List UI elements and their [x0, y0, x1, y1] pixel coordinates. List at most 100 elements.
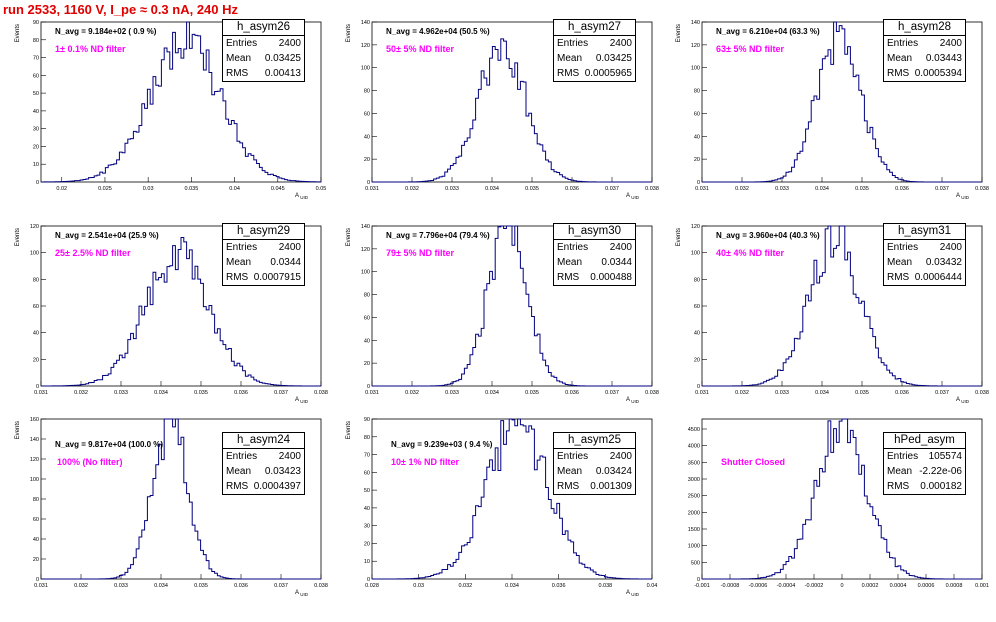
mean-label: Mean	[887, 466, 913, 477]
n-avg-label: N_avg = 3.960e+04 (40.3 %)	[716, 231, 820, 240]
rms-value: 0.0005965	[584, 68, 632, 79]
y-tick-label: 140	[691, 20, 700, 26]
x-tick-label: 0.031	[34, 583, 48, 589]
x-tick-label: 0.038	[314, 583, 328, 589]
y-axis-label: Events	[676, 24, 682, 42]
filter-label: 79± 5% ND filter	[386, 248, 454, 258]
y-tick-label: 80	[694, 89, 700, 95]
mean-value: 0.03432	[925, 257, 962, 268]
x-tick-label: 0.037	[935, 186, 949, 192]
n-avg-label: N_avg = 2.541e+04 (25.9 %)	[55, 231, 159, 240]
histogram-name: h_asym29	[223, 224, 304, 240]
entries-value: 2400	[278, 38, 301, 49]
x-tick-label: 0.037	[274, 583, 288, 589]
x-tick-label: 0.035	[855, 390, 869, 396]
y-tick-label: 90	[33, 20, 39, 26]
n-avg-label: N_avg = 9.184e+02 ( 0.9 %)	[55, 27, 157, 36]
rms-label: RMS	[887, 68, 910, 79]
y-tick-label: 2000	[688, 510, 700, 516]
x-tick-label: 0.038	[598, 583, 612, 589]
plot-frame	[40, 21, 322, 183]
y-tick-label: 100	[691, 251, 700, 257]
x-axis-label: A UID	[295, 397, 309, 404]
y-tick-label: 160	[30, 417, 39, 423]
x-tick-label: 0.036	[895, 186, 909, 192]
y-tick-label: 100	[30, 477, 39, 483]
entries-label: Entries	[557, 38, 589, 49]
histogram-line	[41, 418, 321, 580]
x-tick-label: 0.037	[274, 390, 288, 396]
mean-value: 0.03443	[925, 53, 962, 64]
y-tick-label: 40	[364, 506, 370, 512]
rms-label: RMS	[557, 68, 580, 79]
y-tick-label: 140	[361, 224, 370, 230]
x-tick-label: 0.032	[735, 186, 749, 192]
mean-label: Mean	[226, 466, 252, 477]
y-tick-label: 120	[30, 224, 39, 230]
x-axis-label: A UID	[956, 397, 970, 404]
y-tick-label: 80	[364, 89, 370, 95]
y-tick-label: 120	[361, 43, 370, 49]
y-axis-label: Events	[346, 24, 352, 42]
y-tick-label: 0	[367, 577, 370, 583]
y-tick-label: 3500	[688, 460, 700, 466]
y-tick-label: 60	[33, 517, 39, 523]
x-tick-label: 0.045	[271, 186, 285, 192]
y-tick-label: 20	[364, 541, 370, 547]
filter-label: 1± 0.1% ND filter	[55, 44, 126, 54]
y-tick-label: 100	[30, 251, 39, 257]
stats-box: h_asym28 Entries 2400 Mean 0.03443 RMS 0.00…	[883, 19, 966, 82]
x-axis-label: A UID	[956, 193, 970, 200]
x-tick-label: 0.036	[565, 390, 579, 396]
x-tick-label: 0.033	[114, 583, 128, 589]
y-tick-label: 1500	[688, 527, 700, 533]
mean-value: 0.03424	[595, 466, 632, 477]
filter-label: 40± 4% ND filter	[716, 248, 784, 258]
y-tick-label: 60	[364, 315, 370, 321]
x-tick-label: 0.03	[143, 186, 154, 192]
y-tick-label: 60	[694, 111, 700, 117]
x-tick-label: 0.0004	[890, 583, 907, 589]
x-tick-label: 0.035	[184, 186, 198, 192]
x-tick-label: 0.02	[56, 186, 67, 192]
x-tick-label: 0.034	[154, 583, 168, 589]
y-tick-label: 40	[33, 331, 39, 337]
y-tick-label: 4000	[688, 444, 700, 450]
x-axis-label: A UID	[626, 193, 640, 200]
x-tick-label: 0.032	[735, 390, 749, 396]
y-tick-label: 20	[694, 357, 700, 363]
histogram-svg: 0 20 40 60 80 100 120 0.031 0.032 0.033 0.034 0.035…	[676, 224, 989, 404]
y-tick-label: 10	[364, 559, 370, 565]
stats-box: h_asym29 Entries 2400 Mean 0.0344 RMS 0.000…	[222, 223, 305, 286]
rms-value: 0.001309	[590, 481, 632, 492]
x-tick-label: 0.025	[98, 186, 112, 192]
histogram-pad: 0 20 40 60 80 100 120 140 160 0.031 0.032 0.033 0.03…	[5, 415, 335, 620]
y-axis-label: Events	[15, 228, 21, 246]
mean-label: Mean	[226, 53, 252, 64]
x-tick-label: 0.031	[34, 390, 48, 396]
y-tick-label: 120	[691, 224, 700, 230]
x-tick-label: 0.034	[485, 390, 499, 396]
y-tick-label: 20	[364, 157, 370, 163]
x-tick-label: 0.035	[525, 186, 539, 192]
stats-box: h_asym31 Entries 2400 Mean 0.03432 RMS 0.00…	[883, 223, 966, 286]
rms-value: 0.000182	[920, 481, 962, 492]
mean-label: Mean	[226, 257, 252, 268]
y-tick-label: 0	[367, 384, 370, 390]
y-tick-label: 40	[33, 537, 39, 543]
n-avg-label: N_avg = 4.962e+04 (50.5 %)	[386, 27, 490, 36]
rms-value: 0.000488	[590, 272, 632, 283]
mean-label: Mean	[557, 53, 583, 64]
histogram-name: hPed_asym	[884, 433, 965, 449]
x-tick-label: 0.0006	[918, 583, 935, 589]
y-tick-label: 50	[364, 488, 370, 494]
x-tick-label: 0.03	[413, 583, 424, 589]
y-tick-label: 20	[33, 357, 39, 363]
n-avg-label: N_avg = 6.210e+04 (63.3 %)	[716, 27, 820, 36]
y-tick-label: 40	[694, 134, 700, 140]
y-tick-label: 60	[33, 73, 39, 79]
rms-value: 0.0005394	[914, 68, 962, 79]
n-avg-label: N_avg = 9.817e+04 (100.0 %)	[55, 440, 164, 449]
x-tick-label: 0.034	[815, 186, 829, 192]
histogram-name: h_asym24	[223, 433, 304, 449]
